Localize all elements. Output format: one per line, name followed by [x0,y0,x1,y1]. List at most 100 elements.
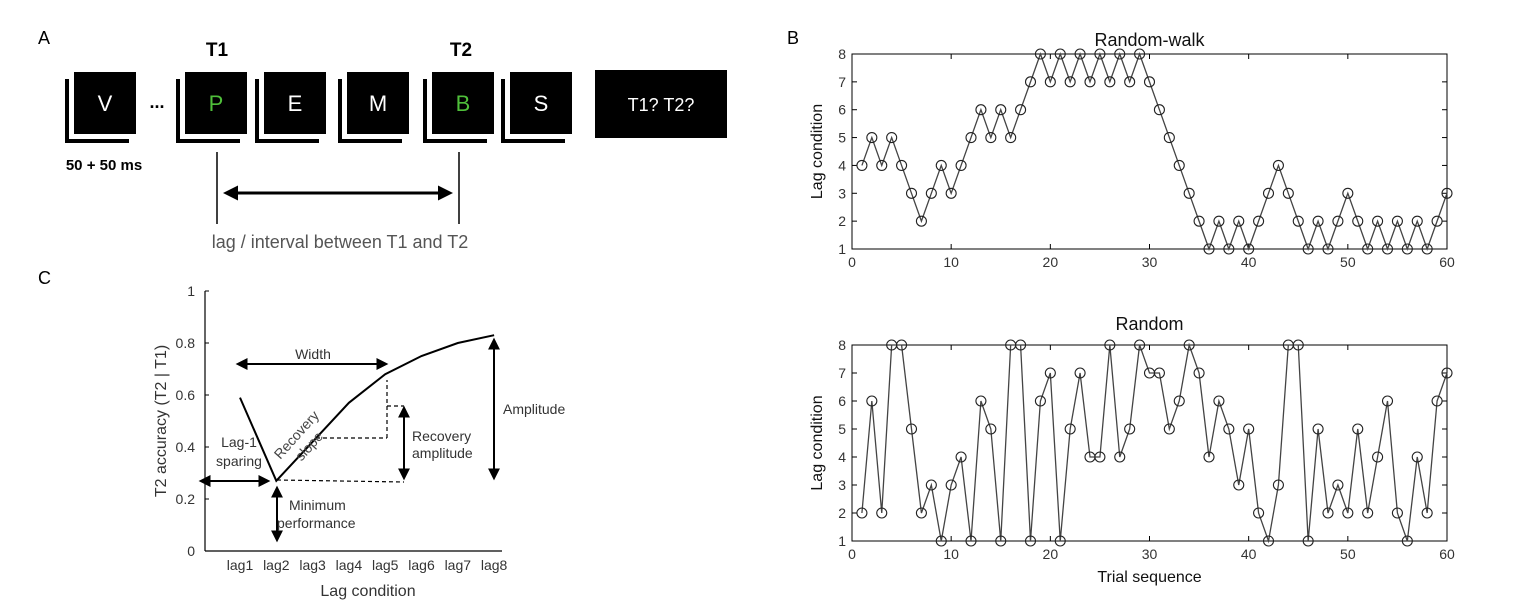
random-chart: 0 10 20 30 40 50 60 1 2 3 4 5 6 7 8 Random Lag condition… [809,314,1455,586]
panel-c-xlabel: Lag condition [320,583,415,600]
t1-label: T1 [206,40,229,61]
lag1-sparing-label-2: sparing [216,453,262,469]
rnd-point-3 [876,507,888,519]
panel-c: C 0 0.2 0.4 0.6 0.8 1 lag1 lag2 lag3 lag4 lag5 lag6… [38,268,565,600]
stream-letter-1: V [98,91,113,116]
rw-point-40 [1243,243,1255,255]
stream-frame-6 [510,72,572,134]
rw-point-19 [1034,48,1046,60]
rw-point-50 [1342,187,1354,199]
rnd-ytick-label-5: 6 [838,393,846,409]
rw-point-10 [945,187,957,199]
panel-c-xtick-label-7: lag8 [481,557,508,573]
rw-point-32 [1163,132,1175,144]
rw-point-52 [1362,243,1374,255]
rnd-point-31 [1153,367,1165,379]
rw-point-60 [1441,187,1453,199]
rw-point-27 [1114,48,1126,60]
rnd-point-43 [1272,479,1284,491]
panel-c-xtick-label-3: lag4 [336,557,363,573]
rnd-point-49 [1332,479,1344,491]
rw-xtick-label-6: 60 [1439,254,1455,270]
rw-point-55 [1391,215,1403,227]
stream-frame-1 [74,72,136,134]
rw-point-23 [1074,48,1086,60]
stream-frame-shadow-2 [176,79,240,143]
rw-point-37 [1213,215,1225,227]
rw-point-56 [1401,243,1413,255]
rnd-point-22 [1064,423,1076,435]
rw-xtick-label-1: 10 [943,254,959,270]
lag1-sparing-label-1: Lag-1 [221,434,257,450]
rnd-point-51 [1352,423,1364,435]
rnd-point-14 [985,423,997,435]
rw-point-57 [1411,215,1423,227]
rw-ytick-label-7: 8 [838,46,846,62]
rnd-point-26 [1104,339,1116,351]
rnd-point-15 [995,535,1007,547]
rnd-xtick-label-5: 50 [1340,546,1356,562]
timing-label: 50 + 50 ms [66,157,142,174]
rw-ytick-label-1: 2 [838,213,846,229]
rnd-point-18 [1024,535,1037,547]
rnd-point-37 [1213,395,1225,407]
panel-c-ytick-label-5: 1 [187,283,195,299]
rw-point-47 [1312,215,1324,227]
rw-ytick-label-3: 4 [838,157,846,173]
rw-point-16 [1005,132,1017,144]
rnd-xtick-label-2: 20 [1043,546,1059,562]
rw-point-1 [856,159,868,171]
rnd-point-47 [1312,423,1324,435]
rnd-point-8 [925,479,937,491]
rnd-point-23 [1074,367,1086,379]
rnd-point-21 [1054,535,1066,547]
rnd-point-56 [1401,535,1413,547]
rw-point-31 [1153,104,1165,116]
rnd-point-27 [1114,451,1126,463]
rw-ytick-label-2: 3 [838,185,846,201]
response-screen [595,70,727,138]
recovery-slope-label: Recovery slope [271,407,327,463]
rnd-point-52 [1362,507,1374,519]
rnd-ytick-label-3: 4 [838,449,846,465]
panel-c-ytick-label-2: 0.4 [176,439,196,455]
panel-c-ytick-label-4: 0.8 [176,335,196,351]
panel-c-xtick-label-5: lag6 [408,557,435,573]
rw-point-48 [1322,243,1334,255]
rnd-point-38 [1223,423,1235,435]
stream-frame-4 [347,72,409,134]
panel-c-xtick-label-2: lag3 [299,557,326,573]
rnd-point-54 [1381,395,1394,407]
rw-point-54 [1381,243,1394,255]
rw-xtick-label-2: 20 [1043,254,1059,270]
rw-point-39 [1233,215,1245,227]
rw-point-21 [1054,48,1066,60]
rw-point-18 [1024,76,1037,88]
rnd-point-40 [1243,423,1255,435]
rnd-xtick-label-1: 10 [943,546,959,562]
rnd-point-34 [1183,339,1195,351]
rw-point-53 [1372,215,1384,227]
stream-letter-3: E [288,91,303,116]
stream-letter-6: S [534,91,549,116]
rw-point-51 [1352,215,1364,227]
rnd-ytick-label-0: 1 [838,533,846,549]
stream-letter-2: P [209,91,224,116]
rw-point-33 [1173,159,1185,171]
rw-point-38 [1223,243,1235,255]
rw-title: Random-walk [1094,30,1205,50]
rw-ytick-label-4: 5 [838,130,846,146]
minimum-label-1: Minimum [289,497,346,513]
rw-point-12 [965,132,977,144]
rnd-xlabel: Trial sequence [1097,569,1201,586]
rnd-point-29 [1134,339,1146,351]
rnd-xtick-label-6: 60 [1439,546,1455,562]
rw-point-43 [1272,159,1284,171]
rw-point-36 [1203,243,1215,255]
rnd-point-7 [915,507,927,519]
rnd-title: Random [1115,314,1183,334]
rnd-xtick-label-3: 30 [1142,546,1158,562]
stream-frame-2 [185,72,247,134]
rw-point-11 [955,159,967,171]
